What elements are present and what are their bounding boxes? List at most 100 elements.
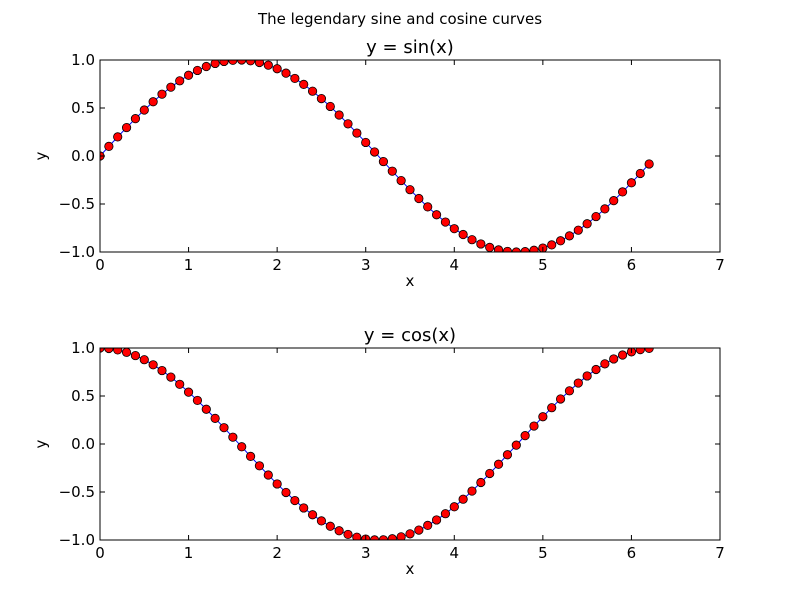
data-point xyxy=(237,442,247,452)
data-point xyxy=(423,202,433,212)
data-point xyxy=(254,60,265,68)
y-tick-label: 1.0 xyxy=(71,339,95,357)
data-point xyxy=(192,395,203,406)
x-tick-label: 4 xyxy=(450,544,460,562)
data-point xyxy=(591,364,601,375)
x-tick-label: 6 xyxy=(627,544,637,562)
data-point xyxy=(245,60,256,66)
data-point xyxy=(467,235,477,245)
data-point xyxy=(396,175,406,186)
data-point xyxy=(635,348,645,355)
data-point xyxy=(547,240,557,250)
data-point xyxy=(635,168,645,179)
chart-panel-1: y = sin(x) 0 1 2 3 4 5 6 7 −1.0 −0.5 0.0 0.5 1.0 x y xyxy=(32,37,725,290)
data-point xyxy=(564,231,575,241)
data-point xyxy=(485,242,495,252)
data-point xyxy=(307,510,318,520)
data-point xyxy=(343,529,353,540)
data-point xyxy=(183,387,194,397)
data-point xyxy=(529,421,539,431)
data-point xyxy=(325,101,335,112)
data-point xyxy=(272,479,282,489)
data-point xyxy=(547,403,557,413)
data-point xyxy=(431,210,442,220)
data-point xyxy=(113,132,123,142)
x-tick-label: 5 xyxy=(538,256,548,274)
data-point xyxy=(361,137,371,148)
data-point xyxy=(263,60,273,70)
data-point xyxy=(485,468,495,479)
data-point xyxy=(414,525,424,535)
data-point xyxy=(183,70,194,80)
data-point xyxy=(609,354,619,364)
data-point xyxy=(343,119,353,129)
data-point xyxy=(564,386,575,396)
data-point xyxy=(573,378,583,388)
chart-title: y = sin(x) xyxy=(366,37,454,58)
data-point xyxy=(520,431,530,441)
data-point xyxy=(201,61,211,72)
data-point xyxy=(352,532,362,540)
data-point xyxy=(157,365,167,376)
data-point xyxy=(626,178,637,188)
plot-area xyxy=(100,348,654,540)
data-point xyxy=(201,404,211,414)
data-point xyxy=(529,245,539,252)
data-point xyxy=(378,156,389,167)
data-point xyxy=(334,526,344,536)
data-point xyxy=(493,245,504,252)
data-point xyxy=(369,147,380,157)
data-point xyxy=(148,97,158,107)
data-point xyxy=(166,372,176,382)
data-point xyxy=(476,477,486,488)
data-point xyxy=(104,141,114,151)
data-point xyxy=(113,348,123,355)
data-point xyxy=(316,516,327,526)
y-tick-label: 0.5 xyxy=(71,387,95,405)
data-point xyxy=(476,239,486,249)
data-point xyxy=(600,204,610,214)
data-point xyxy=(281,487,291,498)
x-tick-label: 1 xyxy=(184,256,194,274)
y-tick-label: 0.0 xyxy=(71,147,95,165)
data-point xyxy=(617,187,628,197)
data-point xyxy=(272,64,282,74)
data-point xyxy=(591,211,601,222)
data-point xyxy=(299,503,309,513)
y-axis-label: y xyxy=(32,151,50,160)
data-point xyxy=(440,217,451,227)
data-point xyxy=(644,159,654,169)
y-tick-label: 0.0 xyxy=(71,435,95,453)
data-point xyxy=(458,229,468,240)
y-tick-label: 1.0 xyxy=(71,51,95,69)
data-point xyxy=(493,459,504,469)
data-point xyxy=(228,432,238,442)
data-point xyxy=(609,196,619,206)
x-tick-label: 6 xyxy=(627,256,637,274)
data-point xyxy=(254,461,265,471)
data-point xyxy=(502,450,513,460)
data-point xyxy=(387,534,397,540)
data-point xyxy=(130,350,141,361)
data-point xyxy=(511,440,521,450)
data-point xyxy=(405,529,415,539)
data-point xyxy=(237,60,247,65)
series-line xyxy=(100,348,650,540)
data-point xyxy=(423,520,433,531)
axes-frame xyxy=(99,59,721,253)
data-point xyxy=(387,166,397,176)
data-point xyxy=(502,246,513,252)
data-point xyxy=(600,359,610,369)
data-point xyxy=(139,105,149,115)
data-point xyxy=(582,219,592,229)
data-point xyxy=(157,89,167,99)
data-point xyxy=(573,225,583,235)
data-point xyxy=(352,128,362,138)
data-point xyxy=(334,110,344,120)
data-point xyxy=(555,394,566,404)
data-point xyxy=(263,470,273,480)
data-point xyxy=(316,93,327,104)
x-tick-label: 2 xyxy=(272,544,282,562)
data-point xyxy=(175,76,185,86)
data-point xyxy=(130,114,141,124)
